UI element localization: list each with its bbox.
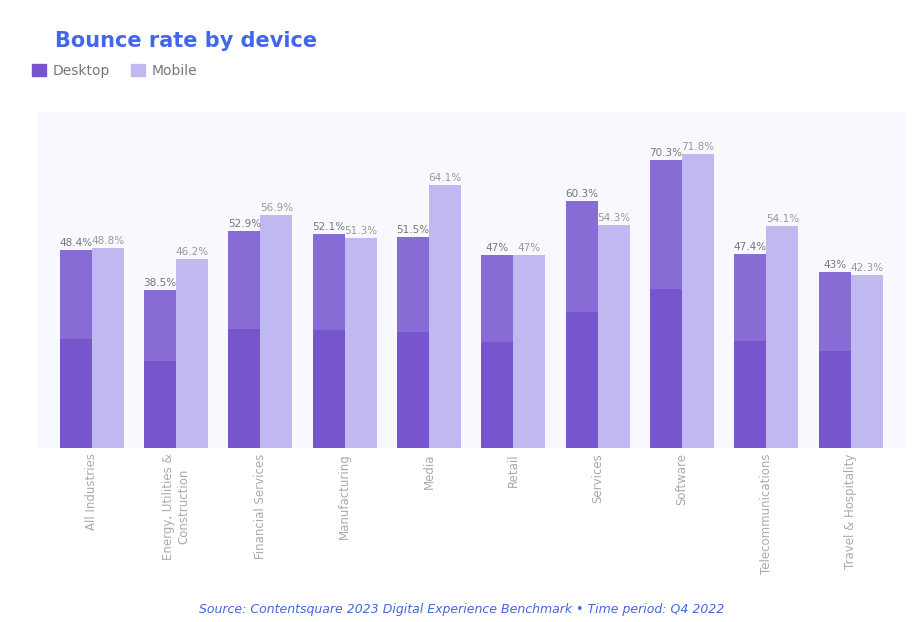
Text: Source: Contentsquare 2023 Digital Experience Benchmark • Time period: Q4 2022: Source: Contentsquare 2023 Digital Exper… xyxy=(200,603,724,616)
Bar xyxy=(735,254,766,448)
Bar xyxy=(819,272,851,351)
Bar xyxy=(650,160,682,289)
Bar xyxy=(650,160,682,448)
Text: 48.8%: 48.8% xyxy=(91,236,125,246)
Text: 51.3%: 51.3% xyxy=(345,226,377,236)
Bar xyxy=(565,201,598,448)
Bar xyxy=(176,259,208,448)
Text: 70.3%: 70.3% xyxy=(650,148,683,158)
Text: 38.5%: 38.5% xyxy=(143,278,176,288)
Bar xyxy=(261,215,293,448)
Bar xyxy=(397,237,429,332)
Bar xyxy=(312,234,345,330)
Text: 52.1%: 52.1% xyxy=(312,223,346,233)
Text: 54.1%: 54.1% xyxy=(766,214,799,224)
Bar xyxy=(397,237,429,448)
Text: 42.3%: 42.3% xyxy=(850,262,883,272)
Text: 43%: 43% xyxy=(823,259,846,270)
Text: 46.2%: 46.2% xyxy=(176,246,209,256)
Bar xyxy=(228,231,261,448)
Text: 52.9%: 52.9% xyxy=(228,219,261,229)
Text: 47%: 47% xyxy=(517,243,541,253)
Text: 71.8%: 71.8% xyxy=(682,142,714,152)
Bar xyxy=(735,254,766,341)
Text: 51.5%: 51.5% xyxy=(396,225,430,235)
Bar xyxy=(60,249,91,448)
Bar xyxy=(682,154,714,448)
Text: 60.3%: 60.3% xyxy=(565,189,598,199)
Bar xyxy=(312,234,345,448)
Bar xyxy=(144,290,176,448)
Bar xyxy=(565,201,598,312)
Bar xyxy=(481,255,514,448)
Bar xyxy=(429,185,461,448)
Text: 56.9%: 56.9% xyxy=(260,203,293,213)
Bar xyxy=(851,274,882,448)
Bar xyxy=(345,238,377,448)
Text: 47%: 47% xyxy=(486,243,509,253)
Text: 64.1%: 64.1% xyxy=(429,174,462,183)
Bar xyxy=(60,249,91,339)
Bar xyxy=(144,290,176,361)
Text: 47.4%: 47.4% xyxy=(734,241,767,252)
Bar xyxy=(819,272,851,448)
Text: 54.3%: 54.3% xyxy=(597,213,630,223)
Text: 48.4%: 48.4% xyxy=(59,238,92,248)
Text: Bounce rate by device: Bounce rate by device xyxy=(55,31,318,51)
Bar xyxy=(766,226,798,448)
Bar xyxy=(481,255,514,342)
Bar xyxy=(91,248,124,448)
Bar xyxy=(228,231,261,328)
Bar xyxy=(598,225,630,448)
Bar xyxy=(514,255,545,448)
Legend: Desktop, Mobile: Desktop, Mobile xyxy=(27,58,203,83)
